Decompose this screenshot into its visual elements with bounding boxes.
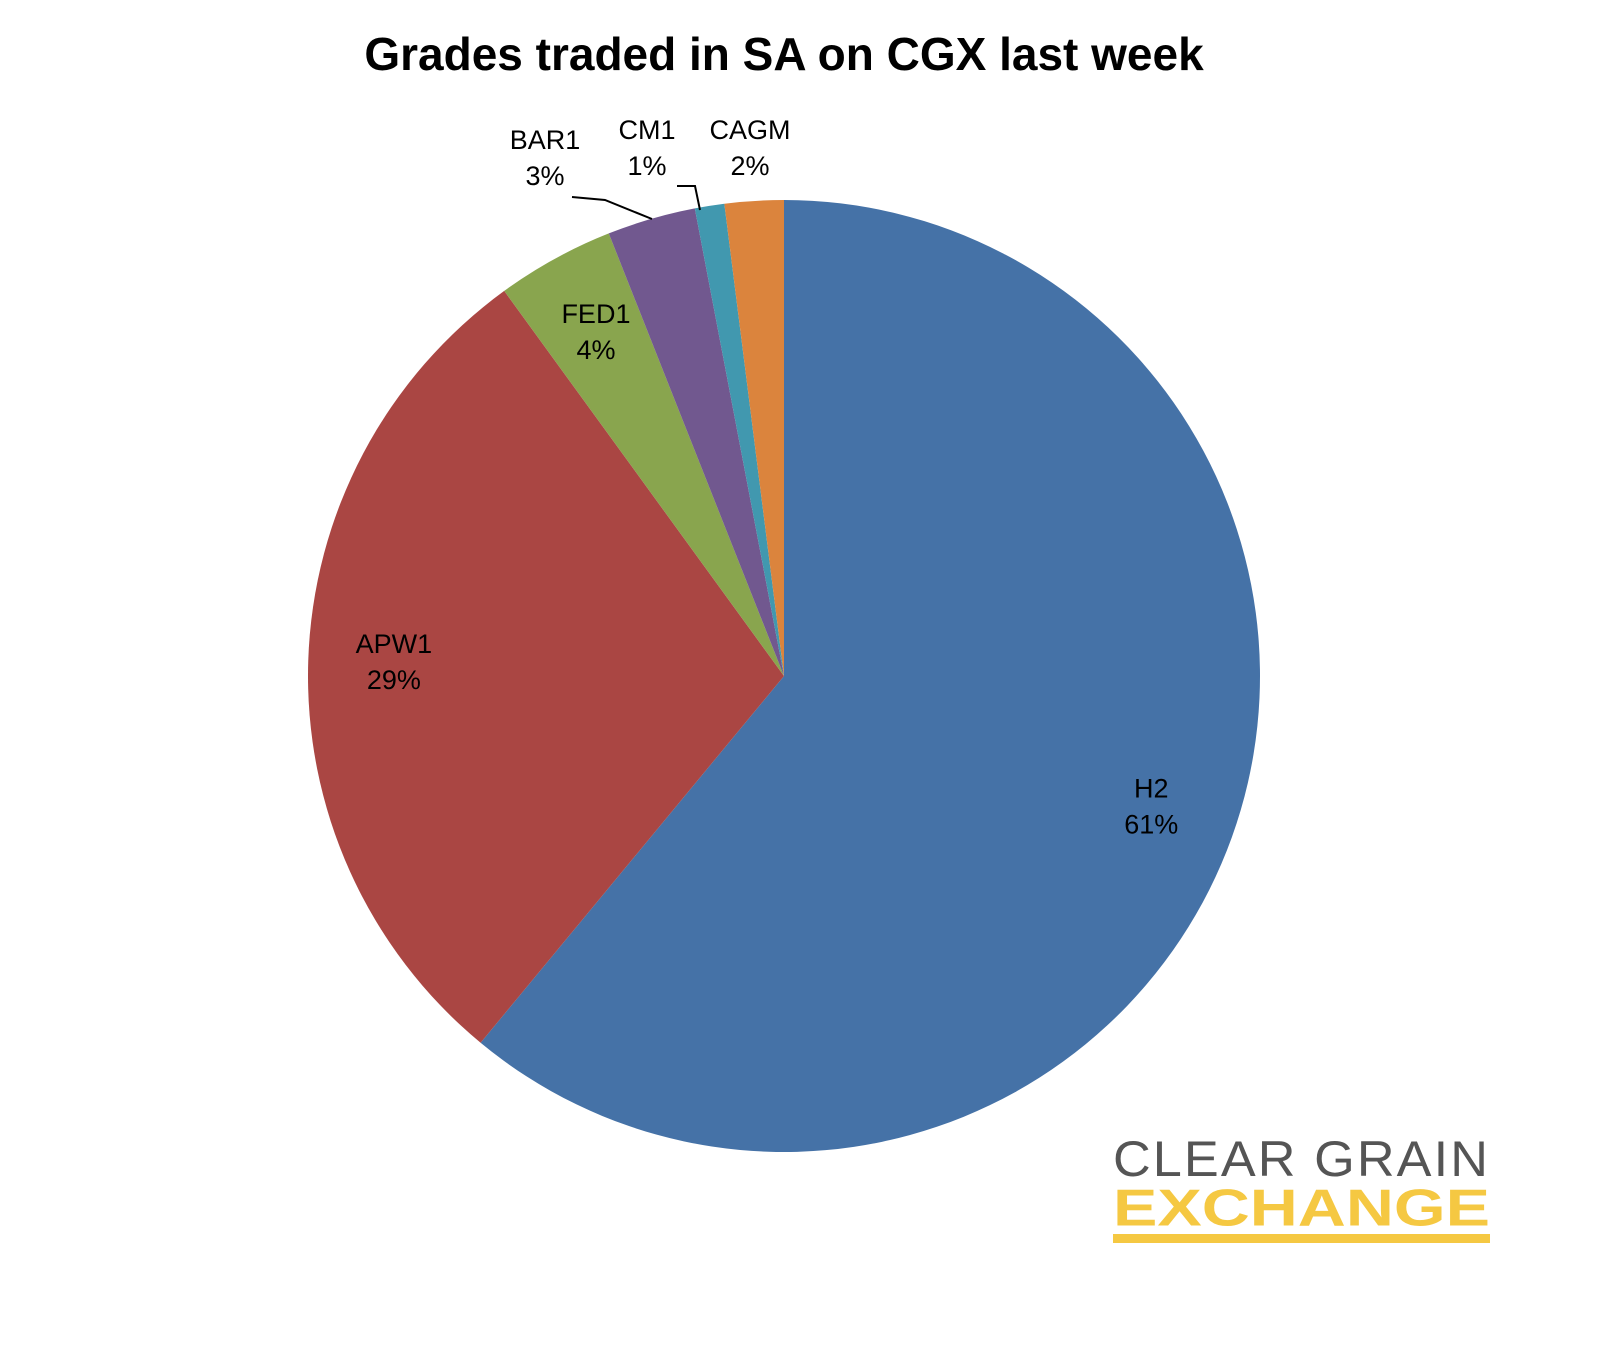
chart-title: Grades traded in SA on CGX last week [364, 28, 1204, 80]
pie-slice [724, 200, 784, 676]
labels: H2 61% APW1 29% FED1 4% BAR1 3% CM1 1% CAGM 2% [356, 115, 1179, 839]
value-label: 29% [367, 665, 421, 695]
logo: CLEAR GRAIN EXCHANGE [1113, 1131, 1490, 1243]
pie-slice [608, 208, 784, 676]
pie-slice [307, 290, 784, 1043]
category-label: BAR1 [510, 125, 581, 155]
value-label: 3% [525, 161, 564, 191]
pie [307, 200, 1261, 1153]
category-label: H2 [1134, 773, 1169, 803]
pie-slice [694, 203, 784, 676]
leader-line [677, 185, 701, 211]
category-label: FED1 [561, 299, 630, 329]
pie-slice [504, 233, 784, 676]
value-label: 4% [576, 335, 615, 365]
logo-line2: EXCHANGE [1113, 1180, 1490, 1238]
pie-slice [480, 200, 1261, 1153]
logo-line1: CLEAR GRAIN [1113, 1131, 1490, 1187]
category-label: CAGM [710, 115, 791, 145]
category-label: APW1 [356, 629, 433, 659]
leader-line [571, 196, 653, 220]
category-label: CM1 [618, 115, 675, 145]
value-label: 1% [627, 151, 666, 181]
value-label: 2% [730, 151, 769, 181]
logo-bar [1113, 1234, 1490, 1243]
value-label: 61% [1124, 809, 1178, 839]
